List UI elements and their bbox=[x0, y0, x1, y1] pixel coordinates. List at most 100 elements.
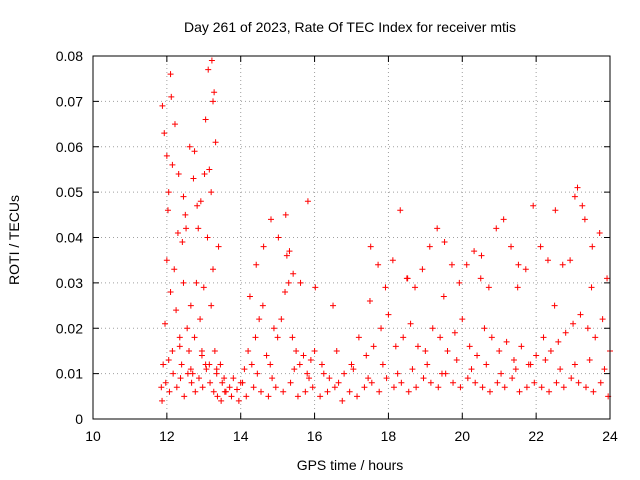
data-point bbox=[167, 288, 174, 295]
data-point bbox=[289, 334, 296, 341]
grid-lines bbox=[93, 56, 610, 419]
data-point bbox=[571, 193, 578, 200]
x-tick-label: 18 bbox=[381, 428, 397, 444]
data-point bbox=[206, 166, 213, 173]
data-point bbox=[466, 343, 473, 350]
data-point bbox=[159, 102, 166, 109]
data-point bbox=[195, 375, 202, 382]
data-point bbox=[272, 384, 279, 391]
data-point bbox=[354, 393, 361, 400]
data-point bbox=[405, 388, 412, 395]
data-point bbox=[180, 279, 187, 286]
data-point bbox=[193, 279, 200, 286]
data-point bbox=[258, 388, 265, 395]
data-point bbox=[385, 311, 392, 318]
y-tick-label: 0 bbox=[75, 411, 83, 427]
data-point bbox=[162, 379, 169, 386]
data-point bbox=[208, 57, 215, 64]
data-point bbox=[243, 393, 250, 400]
data-point bbox=[496, 347, 503, 354]
x-tick-label: 14 bbox=[233, 428, 249, 444]
data-point bbox=[175, 170, 182, 177]
data-point bbox=[200, 284, 207, 291]
data-point bbox=[208, 302, 215, 309]
data-point bbox=[183, 225, 190, 232]
data-point bbox=[161, 130, 168, 137]
data-point bbox=[269, 375, 276, 382]
data-point bbox=[553, 379, 560, 386]
data-point bbox=[286, 248, 293, 255]
data-point bbox=[210, 388, 217, 395]
data-point bbox=[245, 347, 252, 354]
data-point bbox=[290, 270, 297, 277]
data-point bbox=[259, 302, 266, 309]
data-point bbox=[306, 375, 313, 382]
y-tick-label: 0.04 bbox=[56, 230, 83, 246]
data-point bbox=[567, 257, 574, 264]
data-point bbox=[246, 293, 253, 300]
data-point bbox=[435, 384, 442, 391]
data-point bbox=[516, 388, 523, 395]
data-point bbox=[302, 388, 309, 395]
data-point bbox=[397, 207, 404, 214]
data-point bbox=[278, 316, 285, 323]
data-point bbox=[197, 198, 204, 205]
data-point bbox=[483, 361, 490, 368]
y-tick-label: 0.01 bbox=[56, 366, 83, 382]
data-point bbox=[531, 379, 538, 386]
data-point bbox=[515, 261, 522, 268]
data-point bbox=[590, 388, 597, 395]
data-point bbox=[537, 243, 544, 250]
data-point bbox=[544, 257, 551, 264]
x-axis-label: GPS time / hours bbox=[297, 457, 404, 473]
data-point bbox=[174, 229, 181, 236]
data-point bbox=[235, 397, 242, 404]
data-point bbox=[440, 293, 447, 300]
y-tick-label: 0.06 bbox=[56, 139, 83, 155]
axis-ticks: 10 12 14 16 18 20 22 24 0 0.01 0.02 0.03 0.04 0.05 0.0… bbox=[56, 48, 618, 444]
data-point bbox=[228, 393, 235, 400]
data-point bbox=[394, 370, 401, 377]
data-point bbox=[287, 379, 294, 386]
data-point bbox=[221, 375, 228, 382]
data-point bbox=[267, 361, 274, 368]
data-point bbox=[212, 139, 219, 146]
data-point bbox=[398, 379, 405, 386]
data-point bbox=[324, 388, 331, 395]
data-point bbox=[205, 66, 212, 73]
data-point bbox=[429, 325, 436, 332]
data-point bbox=[588, 284, 595, 291]
data-point bbox=[226, 384, 233, 391]
data-point bbox=[285, 279, 292, 286]
y-tick-label: 0.08 bbox=[56, 48, 83, 64]
data-point bbox=[540, 334, 547, 341]
data-point bbox=[253, 261, 260, 268]
data-point bbox=[530, 202, 537, 209]
data-point bbox=[184, 370, 191, 377]
data-point bbox=[178, 361, 185, 368]
data-point bbox=[485, 284, 492, 291]
data-point bbox=[366, 298, 373, 305]
data-point bbox=[318, 361, 325, 368]
data-point bbox=[471, 248, 478, 255]
data-point bbox=[463, 261, 470, 268]
data-point bbox=[518, 343, 525, 350]
data-point bbox=[547, 347, 554, 354]
data-point bbox=[426, 243, 433, 250]
data-point bbox=[164, 207, 171, 214]
data-point bbox=[557, 366, 564, 373]
data-point bbox=[317, 393, 324, 400]
data-point bbox=[252, 334, 259, 341]
data-point bbox=[250, 384, 257, 391]
data-point bbox=[199, 384, 206, 391]
data-point bbox=[568, 375, 575, 382]
data-point bbox=[182, 211, 189, 218]
data-point bbox=[456, 279, 463, 286]
data-point bbox=[474, 352, 481, 359]
data-point bbox=[570, 320, 577, 327]
data-point bbox=[297, 279, 304, 286]
data-point bbox=[592, 334, 599, 341]
data-point bbox=[601, 366, 608, 373]
data-point bbox=[186, 143, 193, 150]
